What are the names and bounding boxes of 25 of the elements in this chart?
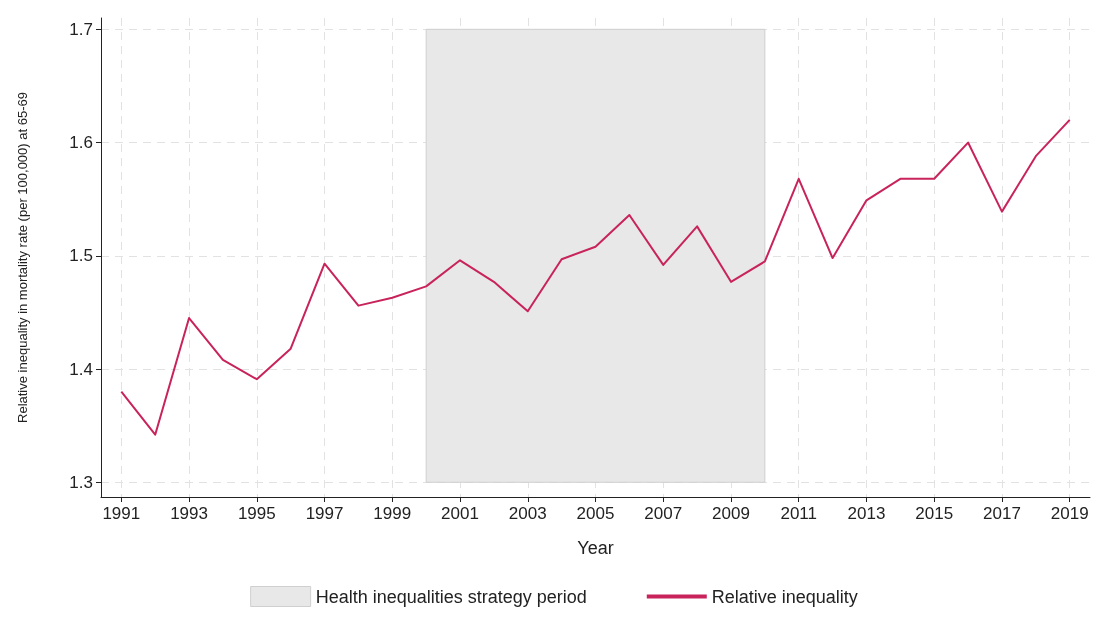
x-tick-label: 2011 — [780, 504, 817, 523]
x-tick-label: 2009 — [712, 504, 750, 523]
y-tick-label: 1.6 — [69, 133, 93, 153]
x-tick-label: 2007 — [644, 504, 683, 523]
x-tick-label: 2001 — [441, 504, 479, 523]
y-tick-label: 1.7 — [69, 19, 93, 39]
y-axis-title: Relative inequality in mortality rate (per 100,000) at 65-69 — [15, 92, 30, 423]
x-tick-label: 1999 — [373, 504, 412, 523]
legend-label: Relative inequality — [711, 586, 858, 607]
x-tick-label: 1991 — [102, 504, 141, 523]
x-tick-label: 2005 — [576, 504, 615, 523]
legend-label: Health inequalities strategy period — [315, 586, 587, 607]
x-tick-label: 1997 — [305, 504, 344, 523]
x-tick-label: 1993 — [170, 504, 208, 523]
x-axis-title: Year — [577, 538, 614, 558]
x-tick-label: 2019 — [1050, 504, 1089, 523]
x-tick-label: 2013 — [847, 504, 886, 523]
x-tick-label: 2015 — [915, 504, 954, 523]
x-tick-label: 2017 — [983, 504, 1021, 523]
y-tick-label: 1.5 — [69, 246, 93, 266]
x-tick-label: 1995 — [237, 504, 276, 523]
y-tick-label: 1.4 — [69, 359, 93, 379]
x-tick-label: 2003 — [508, 504, 547, 523]
y-tick-label: 1.3 — [69, 472, 93, 492]
line-series — [120, 118, 1071, 436]
